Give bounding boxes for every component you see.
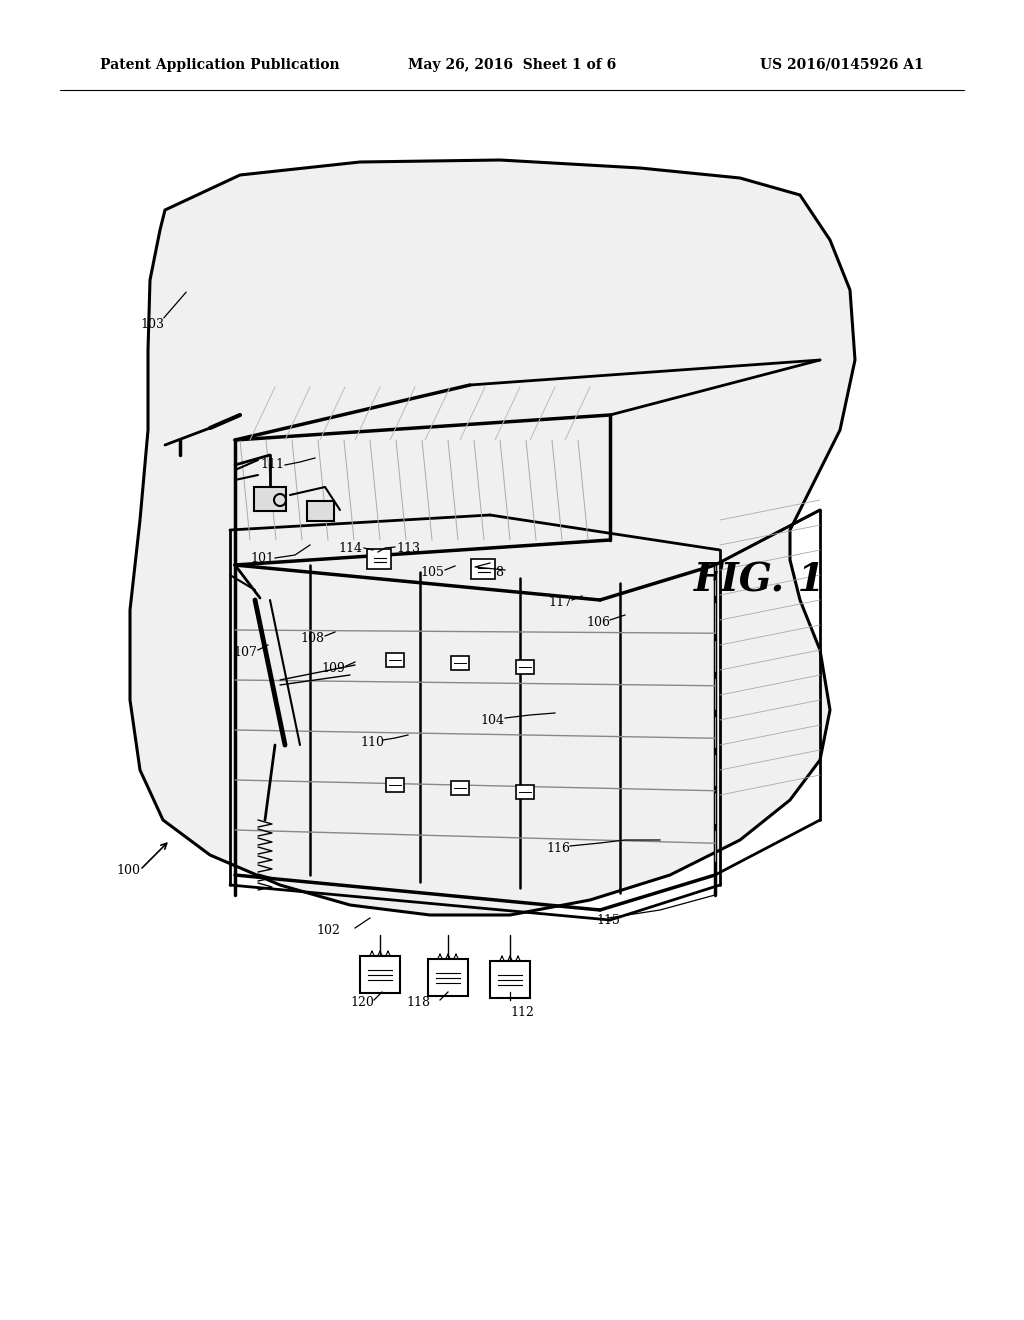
Text: 112: 112 <box>510 1006 534 1019</box>
Text: 117: 117 <box>548 595 572 609</box>
FancyBboxPatch shape <box>471 558 495 579</box>
Text: 109: 109 <box>322 661 345 675</box>
Text: 108: 108 <box>300 631 324 644</box>
Text: 113: 113 <box>396 541 420 554</box>
FancyBboxPatch shape <box>451 656 469 671</box>
FancyBboxPatch shape <box>428 960 468 997</box>
Text: US 2016/0145926 A1: US 2016/0145926 A1 <box>760 58 924 73</box>
FancyBboxPatch shape <box>386 777 404 792</box>
Text: 104: 104 <box>480 714 504 726</box>
Text: FIG. 1: FIG. 1 <box>694 561 825 599</box>
Text: 116: 116 <box>546 842 570 854</box>
Text: 102: 102 <box>316 924 340 936</box>
Text: May 26, 2016  Sheet 1 of 6: May 26, 2016 Sheet 1 of 6 <box>408 58 616 73</box>
FancyBboxPatch shape <box>490 961 530 998</box>
Text: 118: 118 <box>406 995 430 1008</box>
FancyBboxPatch shape <box>516 785 534 799</box>
FancyBboxPatch shape <box>360 956 400 993</box>
FancyBboxPatch shape <box>516 660 534 675</box>
Text: 111: 111 <box>260 458 284 471</box>
Text: 107: 107 <box>233 645 257 659</box>
FancyBboxPatch shape <box>386 653 404 667</box>
Text: 114: 114 <box>338 541 362 554</box>
FancyBboxPatch shape <box>367 549 391 569</box>
FancyBboxPatch shape <box>254 487 286 511</box>
Text: 110: 110 <box>360 735 384 748</box>
Text: 105: 105 <box>420 565 444 578</box>
Polygon shape <box>130 160 855 915</box>
Text: 118: 118 <box>480 565 504 578</box>
Text: 101: 101 <box>250 552 274 565</box>
Text: Patent Application Publication: Patent Application Publication <box>100 58 340 73</box>
Text: 106: 106 <box>586 615 610 628</box>
FancyBboxPatch shape <box>451 781 469 795</box>
FancyBboxPatch shape <box>307 502 334 521</box>
Text: 115: 115 <box>596 913 620 927</box>
Text: 120: 120 <box>350 995 374 1008</box>
Text: 103: 103 <box>140 318 164 331</box>
Text: 100: 100 <box>116 863 140 876</box>
